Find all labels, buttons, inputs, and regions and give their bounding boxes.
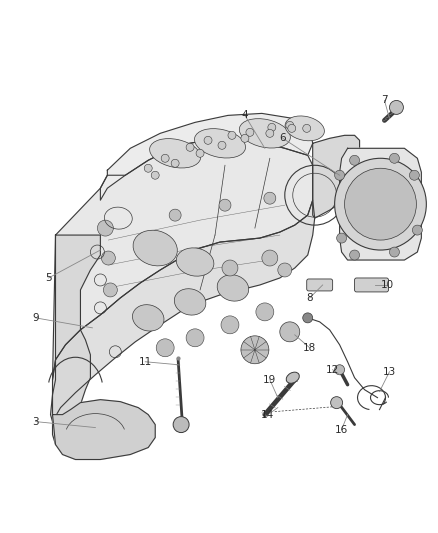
- Text: 14: 14: [261, 410, 275, 419]
- Text: 7: 7: [381, 95, 388, 106]
- Circle shape: [204, 136, 212, 144]
- Circle shape: [350, 155, 360, 165]
- Ellipse shape: [286, 372, 299, 383]
- Text: 6: 6: [279, 133, 286, 143]
- Circle shape: [303, 313, 313, 323]
- Circle shape: [221, 316, 239, 334]
- Circle shape: [303, 124, 311, 132]
- Text: 3: 3: [32, 417, 39, 426]
- Circle shape: [97, 220, 113, 236]
- Circle shape: [286, 122, 294, 130]
- Circle shape: [241, 134, 249, 142]
- Text: 5: 5: [45, 273, 52, 283]
- Circle shape: [288, 124, 296, 132]
- Circle shape: [262, 250, 278, 266]
- Ellipse shape: [133, 230, 177, 266]
- Circle shape: [144, 164, 152, 172]
- Circle shape: [151, 171, 159, 179]
- Circle shape: [264, 192, 276, 204]
- Text: 4: 4: [242, 110, 248, 120]
- Ellipse shape: [285, 116, 325, 141]
- Circle shape: [389, 247, 399, 257]
- Ellipse shape: [150, 139, 201, 168]
- Ellipse shape: [217, 274, 249, 301]
- Circle shape: [222, 260, 238, 276]
- Ellipse shape: [176, 248, 214, 276]
- Circle shape: [337, 233, 346, 243]
- Text: 12: 12: [326, 365, 339, 375]
- Ellipse shape: [239, 119, 290, 148]
- Circle shape: [241, 336, 269, 364]
- Circle shape: [173, 417, 189, 433]
- Polygon shape: [339, 148, 421, 260]
- Circle shape: [186, 143, 194, 151]
- Text: 9: 9: [32, 313, 39, 323]
- Polygon shape: [53, 235, 100, 448]
- FancyBboxPatch shape: [355, 278, 389, 292]
- Circle shape: [246, 128, 254, 136]
- Circle shape: [101, 251, 115, 265]
- Circle shape: [278, 263, 292, 277]
- FancyBboxPatch shape: [307, 279, 332, 291]
- Text: 10: 10: [381, 280, 394, 290]
- Circle shape: [218, 141, 226, 149]
- Circle shape: [256, 303, 274, 321]
- Circle shape: [169, 209, 181, 221]
- Circle shape: [331, 397, 343, 409]
- Circle shape: [186, 329, 204, 347]
- Text: 16: 16: [335, 425, 348, 434]
- Circle shape: [103, 283, 117, 297]
- Circle shape: [268, 123, 276, 131]
- Circle shape: [171, 159, 179, 167]
- Circle shape: [266, 130, 274, 138]
- Ellipse shape: [174, 289, 206, 315]
- Polygon shape: [313, 135, 360, 218]
- Polygon shape: [100, 114, 313, 200]
- Ellipse shape: [132, 305, 164, 331]
- Circle shape: [389, 100, 403, 115]
- Polygon shape: [53, 400, 155, 459]
- Circle shape: [228, 131, 236, 139]
- Circle shape: [345, 168, 417, 240]
- Circle shape: [410, 170, 419, 180]
- Text: 13: 13: [383, 367, 396, 377]
- Text: 8: 8: [307, 293, 313, 303]
- Circle shape: [350, 250, 360, 260]
- Polygon shape: [53, 139, 313, 379]
- Circle shape: [389, 154, 399, 163]
- Circle shape: [156, 339, 174, 357]
- Circle shape: [335, 365, 345, 375]
- Polygon shape: [50, 200, 314, 422]
- Circle shape: [161, 154, 169, 162]
- Circle shape: [196, 149, 204, 157]
- Text: 19: 19: [263, 375, 276, 385]
- Circle shape: [219, 199, 231, 211]
- Circle shape: [335, 170, 345, 180]
- Text: 11: 11: [138, 357, 152, 367]
- Circle shape: [280, 322, 300, 342]
- Circle shape: [335, 158, 426, 250]
- Ellipse shape: [194, 128, 246, 158]
- Text: 18: 18: [303, 343, 316, 353]
- Circle shape: [413, 225, 422, 235]
